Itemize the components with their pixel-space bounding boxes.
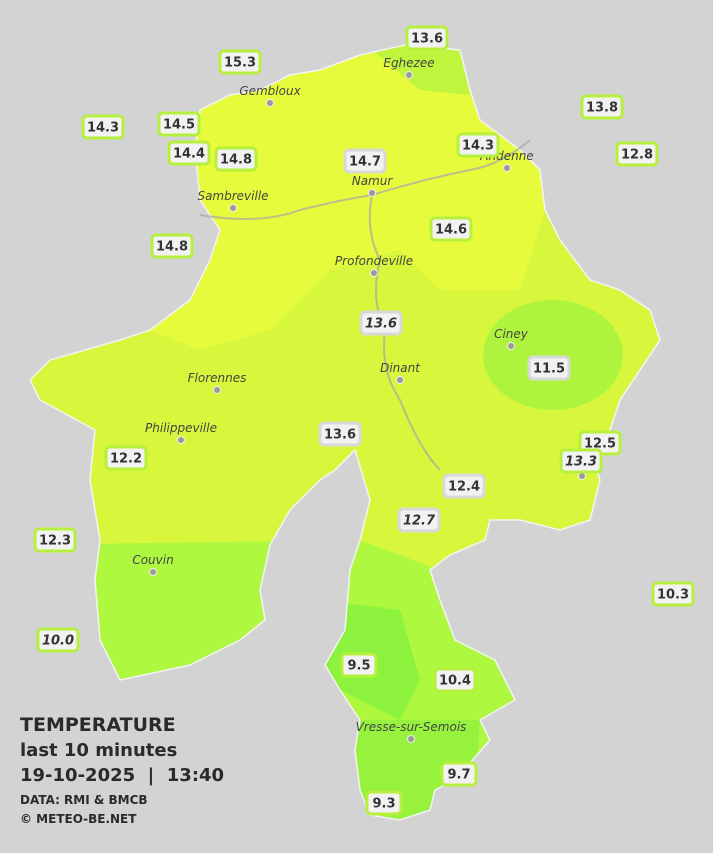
city-label: Philippeville <box>145 421 217 435</box>
station-value: 9.7 <box>447 768 470 783</box>
station-value: 10.3 <box>657 588 689 603</box>
city-dot <box>229 204 237 212</box>
station-box <box>359 310 403 336</box>
city-dot <box>149 568 157 576</box>
station-value: 12.7 <box>403 514 436 529</box>
station-box <box>81 114 125 140</box>
city-dot <box>370 269 378 277</box>
station-value: 15.3 <box>224 56 256 71</box>
station-box <box>343 148 387 174</box>
station-box <box>559 448 603 474</box>
station-box <box>214 146 258 172</box>
city-dot <box>405 71 413 79</box>
station-box <box>442 473 486 499</box>
station-value: 12.5 <box>584 437 616 452</box>
city-label: Ciney <box>494 327 529 341</box>
station-box <box>651 581 695 607</box>
city-label: Namur <box>352 174 394 188</box>
city-label: Florennes <box>188 371 247 385</box>
legend-credit: © METEO-BE.NET <box>20 812 137 826</box>
station-box <box>150 233 194 259</box>
station-value: 14.6 <box>435 223 467 238</box>
station-box <box>218 49 262 75</box>
station-value: 12.3 <box>39 534 71 549</box>
station-value: 14.5 <box>163 118 195 133</box>
station-value: 13.6 <box>324 428 356 443</box>
station-box <box>157 111 201 137</box>
station-box <box>33 527 77 553</box>
city-dot <box>396 376 404 384</box>
city-dot <box>407 735 415 743</box>
city-label: Couvin <box>132 553 173 567</box>
station-box <box>405 25 449 51</box>
station-box <box>527 355 571 381</box>
station-value: 14.7 <box>349 155 381 170</box>
city-dot <box>368 189 376 197</box>
city-label: Vresse-sur-Semois <box>356 720 467 734</box>
station-box <box>580 94 624 120</box>
station-value: 12.8 <box>621 148 653 163</box>
city-dot <box>578 472 586 480</box>
city-dot <box>503 164 511 172</box>
station-value: 14.8 <box>220 153 252 168</box>
station-box <box>36 627 80 653</box>
station-value: 14.4 <box>173 147 205 162</box>
station-value: 14.3 <box>87 121 119 136</box>
city-dot <box>266 99 274 107</box>
station-box <box>340 652 378 678</box>
station-box <box>167 140 211 166</box>
station-box <box>104 445 148 471</box>
station-value: 12.4 <box>448 480 480 495</box>
station-value: 9.3 <box>372 797 395 812</box>
station-value: 13.3 <box>565 455 597 470</box>
station-value: 9.5 <box>347 659 370 674</box>
station-box <box>456 132 500 158</box>
station-box <box>440 761 478 787</box>
legend-source: DATA: RMI & BMCB <box>20 793 148 807</box>
station-value: 13.6 <box>411 32 443 47</box>
station-value: 11.5 <box>533 362 565 377</box>
station-value: 12.2 <box>110 452 142 467</box>
city-label: Dinant <box>380 361 421 375</box>
station-box <box>318 421 362 447</box>
legend: TEMPERATURE last 10 minutes 19-10-2025 |… <box>20 714 224 826</box>
city-label: Profondeville <box>335 254 413 268</box>
station-box <box>429 216 473 242</box>
city-label: Eghezee <box>383 56 434 70</box>
legend-subtitle: last 10 minutes <box>20 740 177 761</box>
legend-title: TEMPERATURE <box>20 714 176 736</box>
city-label: Sambreville <box>197 189 268 203</box>
city-dot <box>507 342 515 350</box>
station-value: 10.0 <box>42 634 74 649</box>
station-box <box>365 790 403 816</box>
station-value: 13.8 <box>586 101 618 116</box>
station-value: 13.6 <box>365 317 397 332</box>
city-dot <box>177 436 185 444</box>
station-value: 14.8 <box>156 240 188 255</box>
station-box <box>615 141 659 167</box>
station-value: 14.3 <box>462 139 494 154</box>
station-value: 10.4 <box>439 674 471 689</box>
city-label: Gembloux <box>239 84 301 98</box>
station-box <box>397 507 441 533</box>
city-dot <box>213 386 221 394</box>
legend-timestamp: 19-10-2025 | 13:40 <box>20 765 224 786</box>
station-box <box>433 667 477 693</box>
